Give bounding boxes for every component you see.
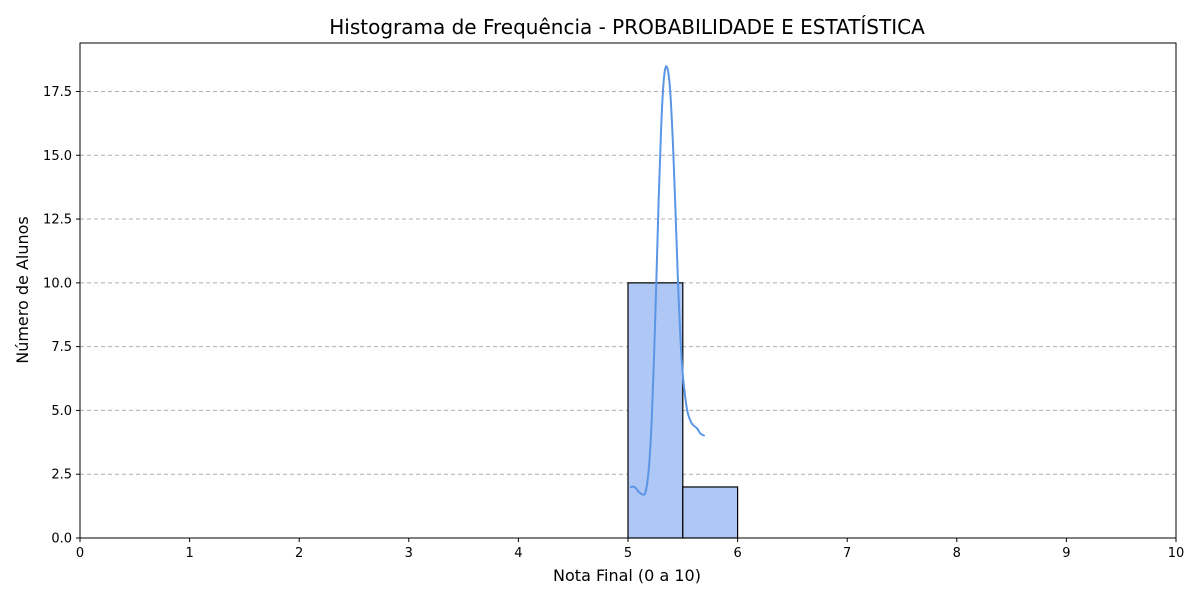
x-tick-label: 8 [953,546,961,561]
y-tick-label: 0.0 [51,532,72,547]
x-tick-label: 4 [514,546,522,561]
y-axis: 0.0 2.5 5.0 7.5 10.0 12.5 15.0 17.5 [43,85,80,547]
kde-curve-layer [630,65,706,496]
x-tick-label: 7 [843,546,851,561]
x-tick-label: 0 [76,546,84,561]
x-tick-label: 9 [1062,546,1070,561]
x-tick-label: 6 [733,546,741,561]
histogram-bar [682,486,739,539]
y-tick-label: 12.5 [43,213,72,228]
x-axis-label: Nota Final (0 a 10) [553,566,701,585]
kde-curve [630,65,706,496]
y-tick-label: 7.5 [51,340,72,355]
chart-title: Histograma de Frequência - PROBABILIDADE… [329,15,925,39]
y-tick-label: 10.0 [43,276,72,291]
x-tick-label: 2 [295,546,303,561]
x-tick-label: 1 [185,546,193,561]
y-tick-label: 17.5 [43,85,72,100]
x-tick-label: 5 [624,546,632,561]
x-axis: 0 1 2 3 4 5 6 7 8 9 10 [76,538,1184,561]
y-tick-label: 2.5 [51,468,72,483]
x-tick-label: 3 [405,546,413,561]
y-tick-label: 15.0 [43,149,72,164]
y-axis-label: Número de Alunos [13,216,32,364]
histogram-bars [627,282,739,539]
y-tick-label: 5.0 [51,404,72,419]
x-tick-label: 10 [1168,546,1185,561]
